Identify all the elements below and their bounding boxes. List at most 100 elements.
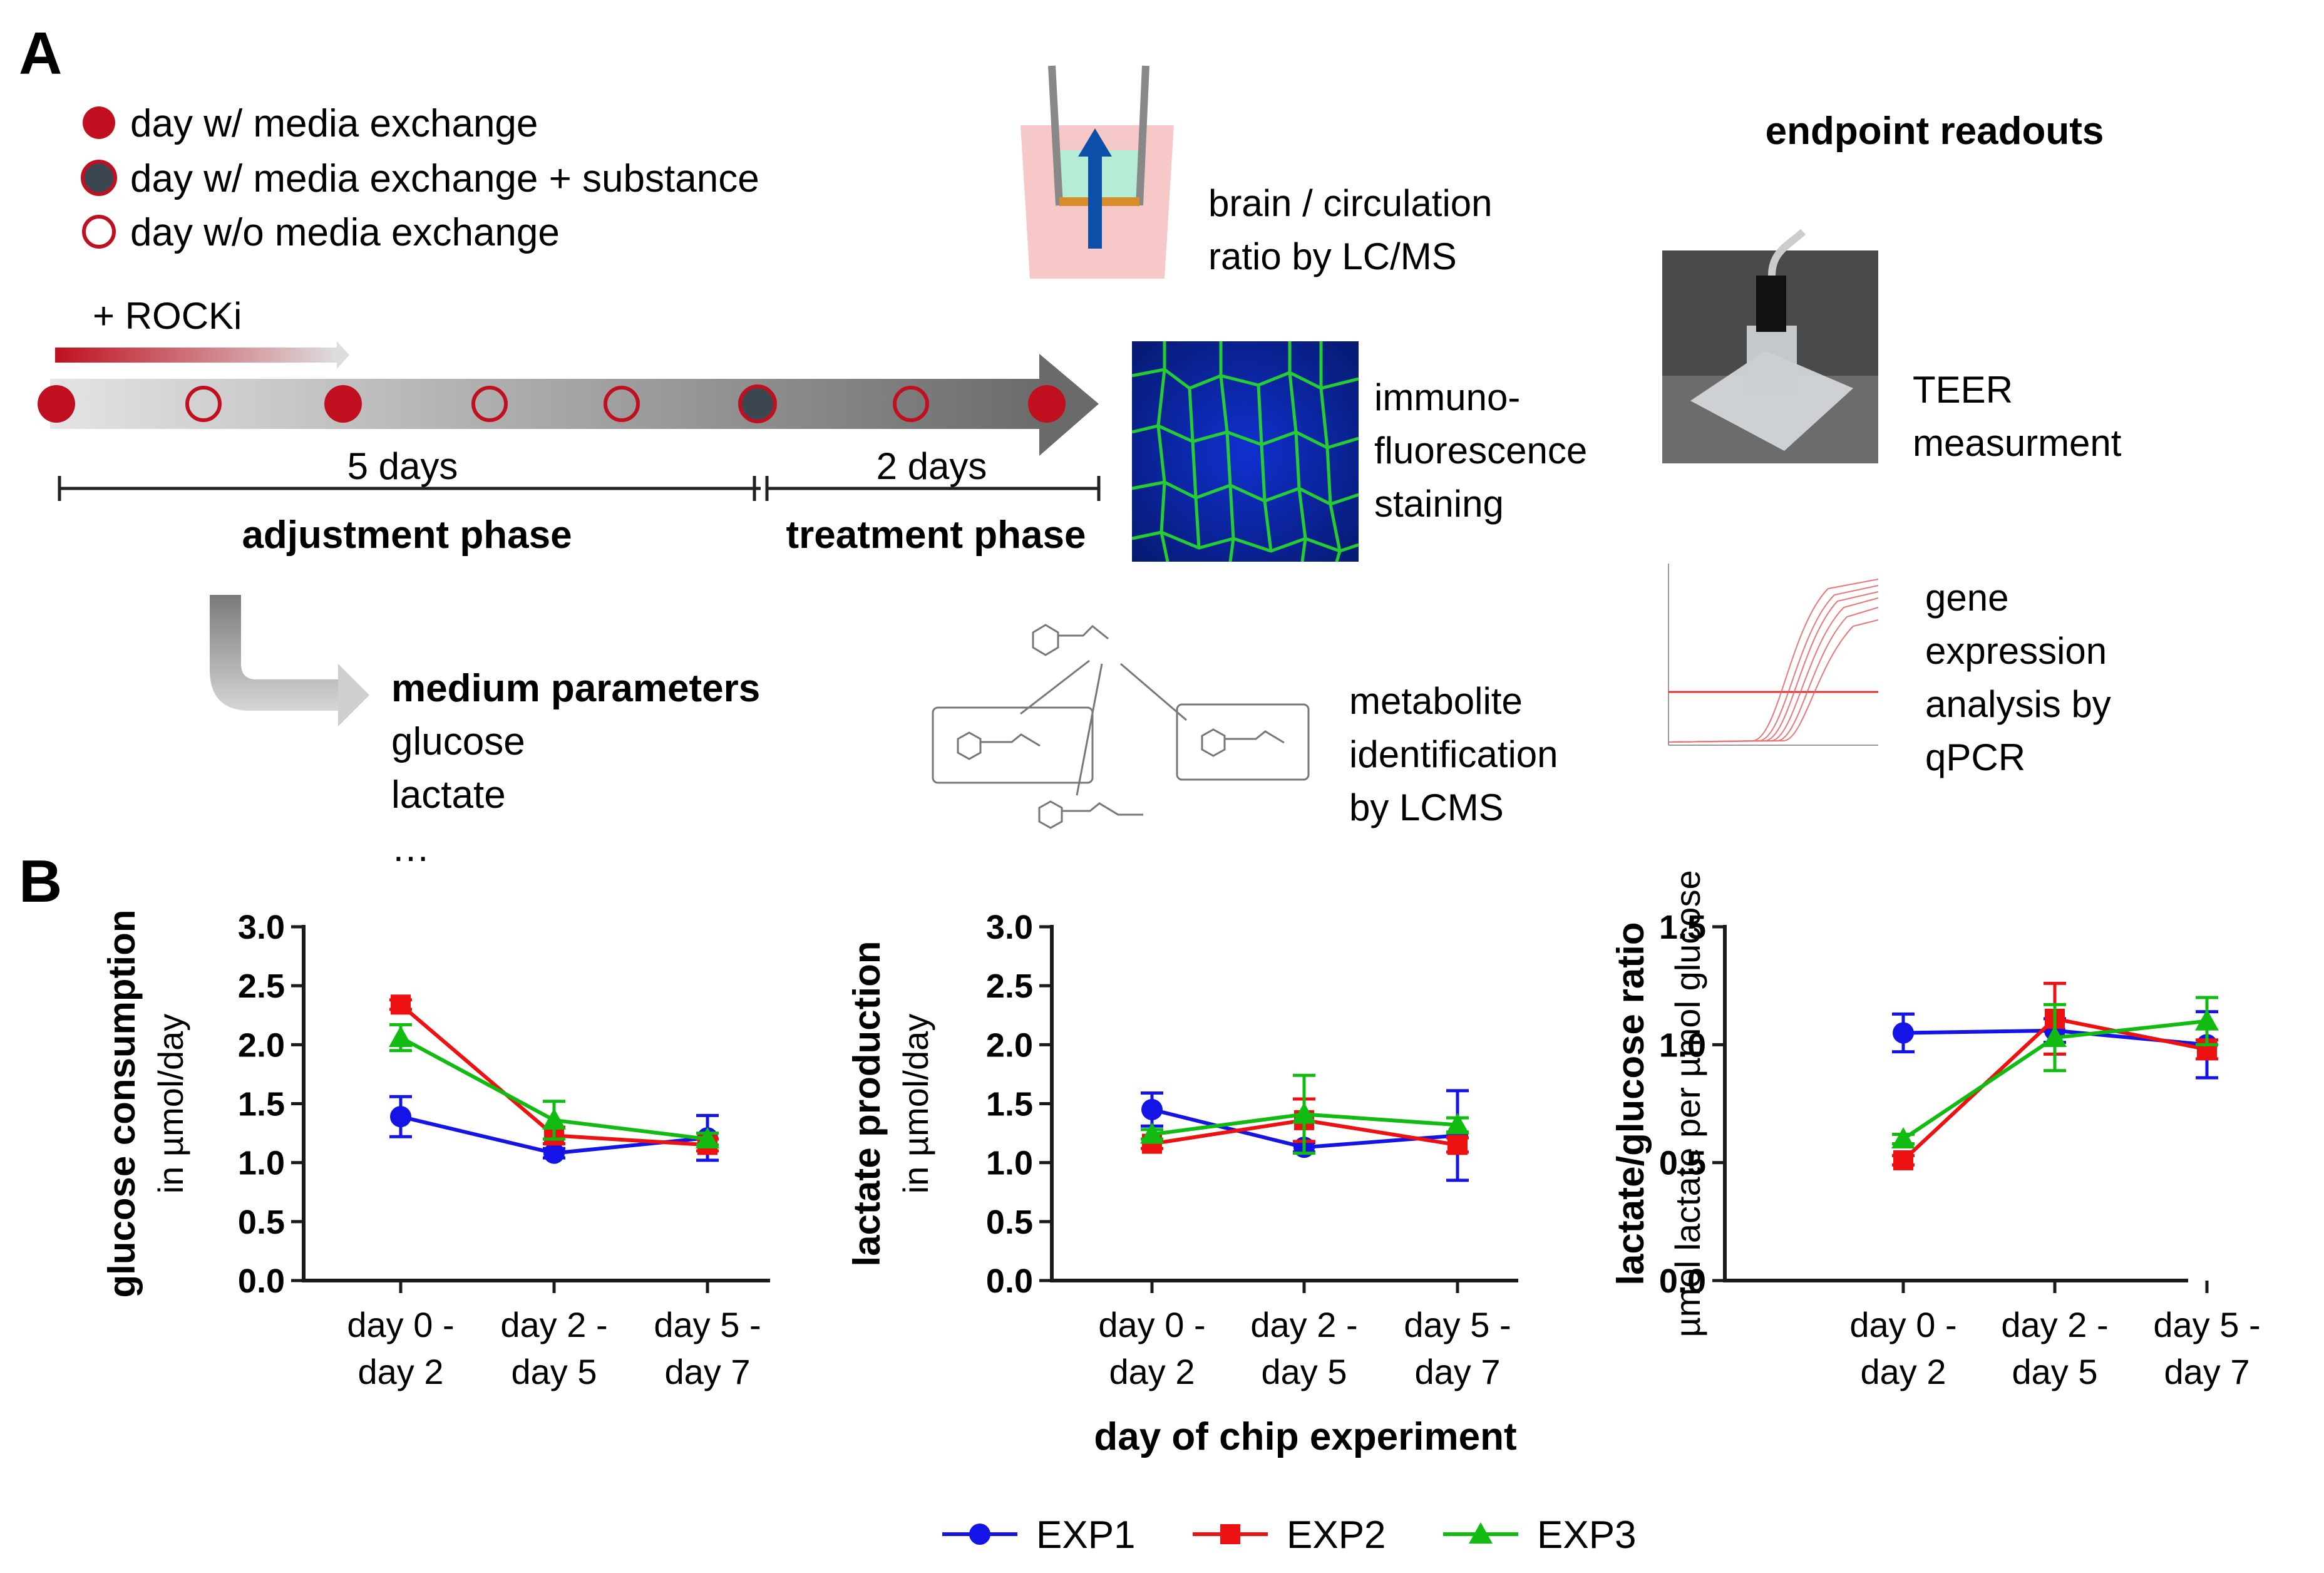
data-point-exp3: [1891, 1127, 1915, 1148]
y-tick-label: 0.5: [1659, 1145, 1706, 1182]
x-tick-label: day 7: [665, 1352, 751, 1391]
y-axis-subtitle: in µmol/day: [896, 1014, 935, 1194]
x-tick-label: day 2 -: [2001, 1305, 2108, 1344]
teer-line1: TEER: [1913, 369, 2013, 411]
y-tick-label: 1.0: [1659, 1026, 1706, 1064]
x-tick-label: day 2: [1109, 1352, 1195, 1391]
brain-ratio-line2: ratio by LC/MS: [1208, 235, 1457, 277]
immunofluorescence-image: [1131, 341, 1359, 562]
y-tick-label: 0.5: [986, 1204, 1033, 1241]
y-axis-subtitle: in µmol/day: [151, 1014, 190, 1194]
data-point-exp3: [2195, 1009, 2219, 1031]
legend-item-media-exchange: day w/ media exchange: [130, 102, 538, 145]
transwell-icon: [1021, 65, 1174, 279]
y-tick-label: 2.0: [986, 1026, 1033, 1064]
medium-item-lactate: lactate: [391, 773, 506, 817]
chart-2: 0.0 0.5 1.0 1.5 2.0 2.5 3.0 day 0 - day 2 day 2 -…: [846, 909, 1518, 1391]
y-tick-label: 2.5: [986, 967, 1033, 1005]
data-point-exp3: [696, 1127, 719, 1148]
teer-line2: measurment: [1913, 422, 2122, 464]
legend-marker-exp3: [1469, 1522, 1493, 1544]
y-tick-label: 1.5: [238, 1086, 285, 1123]
day-marker: [38, 385, 75, 423]
gene-line1: gene: [1925, 577, 2008, 619]
medium-item-more: …: [391, 827, 430, 870]
data-point-exp3: [542, 1108, 566, 1130]
data-point-exp1: [1893, 1022, 1914, 1044]
legend-label-exp2: EXP2: [1287, 1514, 1386, 1557]
marker-filled-grey: [81, 160, 117, 196]
endpoint-readouts-title: endpoint readouts: [1766, 110, 2104, 153]
x-tick-label: day 5: [512, 1352, 597, 1391]
data-point-exp2: [1893, 1150, 1913, 1170]
x-tick-label: day 0 -: [347, 1305, 454, 1344]
data-point-exp1: [543, 1142, 565, 1164]
medium-parameters-title: medium parameters: [391, 667, 760, 710]
gene-line4: qPCR: [1925, 736, 2025, 778]
x-tick-label: day 2: [1861, 1352, 1946, 1391]
metabolite-scheme-icon: [932, 624, 1310, 829]
y-tick-label: 2.0: [238, 1026, 285, 1064]
legend-label-exp1: EXP1: [1036, 1514, 1136, 1557]
phase-treatment: treatment phase: [786, 513, 1086, 557]
x-tick-label: day 0 -: [1849, 1305, 1956, 1344]
immuno-line2: fluorescence: [1374, 430, 1587, 472]
data-point-exp1: [390, 1106, 411, 1128]
data-point-exp3: [2043, 1026, 2067, 1048]
day-marker: [471, 386, 508, 422]
legend-marker-exp1: [969, 1524, 990, 1545]
y-tick-label: 1.0: [986, 1145, 1033, 1182]
y-tick-label: 3.0: [238, 909, 285, 946]
series-legend: EXP1 EXP2 EXP3: [942, 1514, 1637, 1557]
y-tick-label: 1.0: [238, 1145, 285, 1182]
y-tick-label: 1.5: [1659, 909, 1706, 946]
y-tick-label: 2.5: [238, 967, 285, 1005]
metabolite-line1: metabolite: [1349, 680, 1523, 722]
marker-filled-red: [83, 106, 115, 139]
qpcr-curve-icon: [1640, 557, 1879, 755]
y-tick-label: 0.0: [238, 1262, 285, 1300]
span-2-days: 2 days: [877, 445, 987, 487]
bend-arrow-icon: [210, 595, 369, 726]
brain-ratio-line1: brain / circulation: [1208, 182, 1493, 224]
gene-line2: expression: [1925, 630, 2107, 672]
y-tick-label: 0.0: [986, 1262, 1033, 1300]
charts-container: 0.0 0.5 1.0 1.5 2.0 2.5 3.0 day 0 - day 2 day 2 -…: [101, 870, 2261, 1391]
span-brackets: [58, 476, 1101, 501]
data-point-exp3: [1446, 1113, 1469, 1135]
metabolite-line2: identification: [1349, 733, 1558, 775]
x-tick-label: day 5: [1262, 1352, 1347, 1391]
data-point-exp2: [1447, 1135, 1468, 1155]
x-tick-label: day 5 -: [1404, 1305, 1511, 1344]
span-5-days: 5 days: [347, 445, 458, 487]
x-tick-label: day 7: [1415, 1352, 1501, 1391]
y-axis-subtitle: µmol lactate per µmol glucose: [1668, 870, 1707, 1337]
y-tick-label: 0.5: [238, 1204, 285, 1241]
metabolite-line3: by LCMS: [1349, 786, 1504, 828]
timeline-days: [38, 384, 1066, 423]
day-marker: [738, 384, 777, 423]
panel-b-label: B: [19, 848, 62, 915]
day-marker: [1028, 385, 1066, 423]
legend-item-media-exchange-substance: day w/ media exchange + substance: [130, 157, 759, 200]
y-tick-label: 1.5: [986, 1086, 1033, 1123]
day-marker: [893, 386, 929, 422]
x-tick-label: day 2 -: [500, 1305, 607, 1344]
x-tick-label: day 5 -: [654, 1305, 761, 1344]
y-axis-title: lactate/glucose ratio: [1610, 922, 1652, 1285]
panel-a-label: A: [19, 20, 62, 87]
y-tick-label: 3.0: [986, 909, 1033, 946]
gene-line3: analysis by: [1925, 683, 2111, 725]
x-tick-label: day 2: [358, 1352, 444, 1391]
chart-3: 0.0 0.5 1.0 1.5 day 0 - day 2 day 2 - day 5 day …: [1610, 870, 2261, 1391]
legend-item-no-media-exchange: day w/o media exchange: [130, 211, 560, 254]
y-axis-title: lactate production: [846, 941, 888, 1266]
phase-adjustment: adjustment phase: [242, 513, 572, 557]
medium-item-glucose: glucose: [391, 720, 525, 763]
x-tick-label: day 7: [2164, 1352, 2250, 1391]
immuno-line1: immuno-: [1374, 376, 1520, 418]
legend-label-exp3: EXP3: [1537, 1514, 1637, 1557]
rocki-arrowhead: [337, 341, 349, 369]
day-marker: [185, 386, 222, 422]
